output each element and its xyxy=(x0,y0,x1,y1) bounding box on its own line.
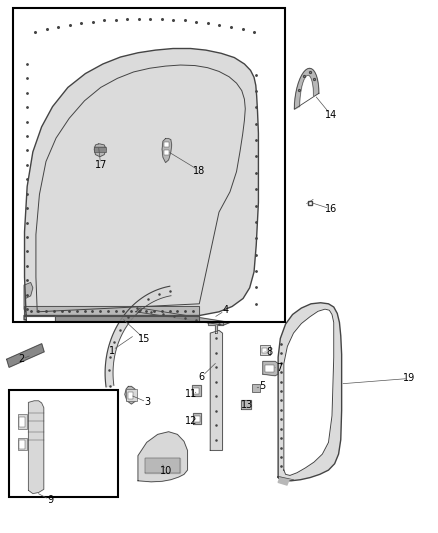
Polygon shape xyxy=(125,386,137,404)
Text: 15: 15 xyxy=(138,334,151,344)
Bar xyxy=(19,417,25,427)
Bar xyxy=(260,345,270,355)
Polygon shape xyxy=(28,401,44,494)
Bar xyxy=(126,389,137,401)
Text: 10: 10 xyxy=(160,466,173,476)
Text: 11: 11 xyxy=(185,389,198,399)
PathPatch shape xyxy=(24,49,258,320)
Polygon shape xyxy=(208,322,223,333)
Polygon shape xyxy=(241,400,251,409)
Polygon shape xyxy=(24,306,199,316)
Text: 9: 9 xyxy=(47,495,53,505)
Text: 6: 6 xyxy=(198,372,205,382)
Polygon shape xyxy=(210,330,223,450)
Polygon shape xyxy=(284,309,334,475)
Bar xyxy=(265,365,274,372)
Bar xyxy=(18,438,27,450)
Polygon shape xyxy=(105,286,171,387)
Bar xyxy=(164,150,169,155)
Polygon shape xyxy=(145,458,180,473)
Text: 2: 2 xyxy=(18,354,24,364)
Text: 19: 19 xyxy=(403,374,416,383)
Polygon shape xyxy=(192,385,201,396)
Polygon shape xyxy=(94,144,106,157)
PathPatch shape xyxy=(278,303,342,481)
Text: 12: 12 xyxy=(185,416,198,425)
Bar xyxy=(9,390,118,497)
Polygon shape xyxy=(138,432,187,482)
Text: 5: 5 xyxy=(260,382,266,391)
Text: 4: 4 xyxy=(223,305,229,315)
Polygon shape xyxy=(136,308,230,325)
Text: 3: 3 xyxy=(145,398,151,407)
Polygon shape xyxy=(7,344,44,367)
Text: 16: 16 xyxy=(325,204,337,214)
Polygon shape xyxy=(278,477,289,485)
Text: 13: 13 xyxy=(241,400,254,410)
Text: 8: 8 xyxy=(266,347,272,357)
Text: 17: 17 xyxy=(95,160,107,170)
Text: 1: 1 xyxy=(109,346,115,356)
Text: 14: 14 xyxy=(325,110,337,119)
Polygon shape xyxy=(193,413,201,424)
Bar xyxy=(262,348,267,353)
Bar xyxy=(128,392,133,399)
Bar xyxy=(13,8,285,322)
Bar xyxy=(19,440,25,449)
Bar xyxy=(193,388,199,394)
Polygon shape xyxy=(55,316,199,321)
Text: 7: 7 xyxy=(276,363,283,373)
Polygon shape xyxy=(24,282,33,312)
Bar xyxy=(94,147,106,152)
Bar xyxy=(194,416,200,422)
Polygon shape xyxy=(162,139,172,163)
Bar xyxy=(164,142,169,147)
Polygon shape xyxy=(263,361,278,376)
Bar xyxy=(18,414,27,429)
Polygon shape xyxy=(294,68,319,109)
Text: 18: 18 xyxy=(193,166,205,175)
Bar xyxy=(252,384,260,392)
